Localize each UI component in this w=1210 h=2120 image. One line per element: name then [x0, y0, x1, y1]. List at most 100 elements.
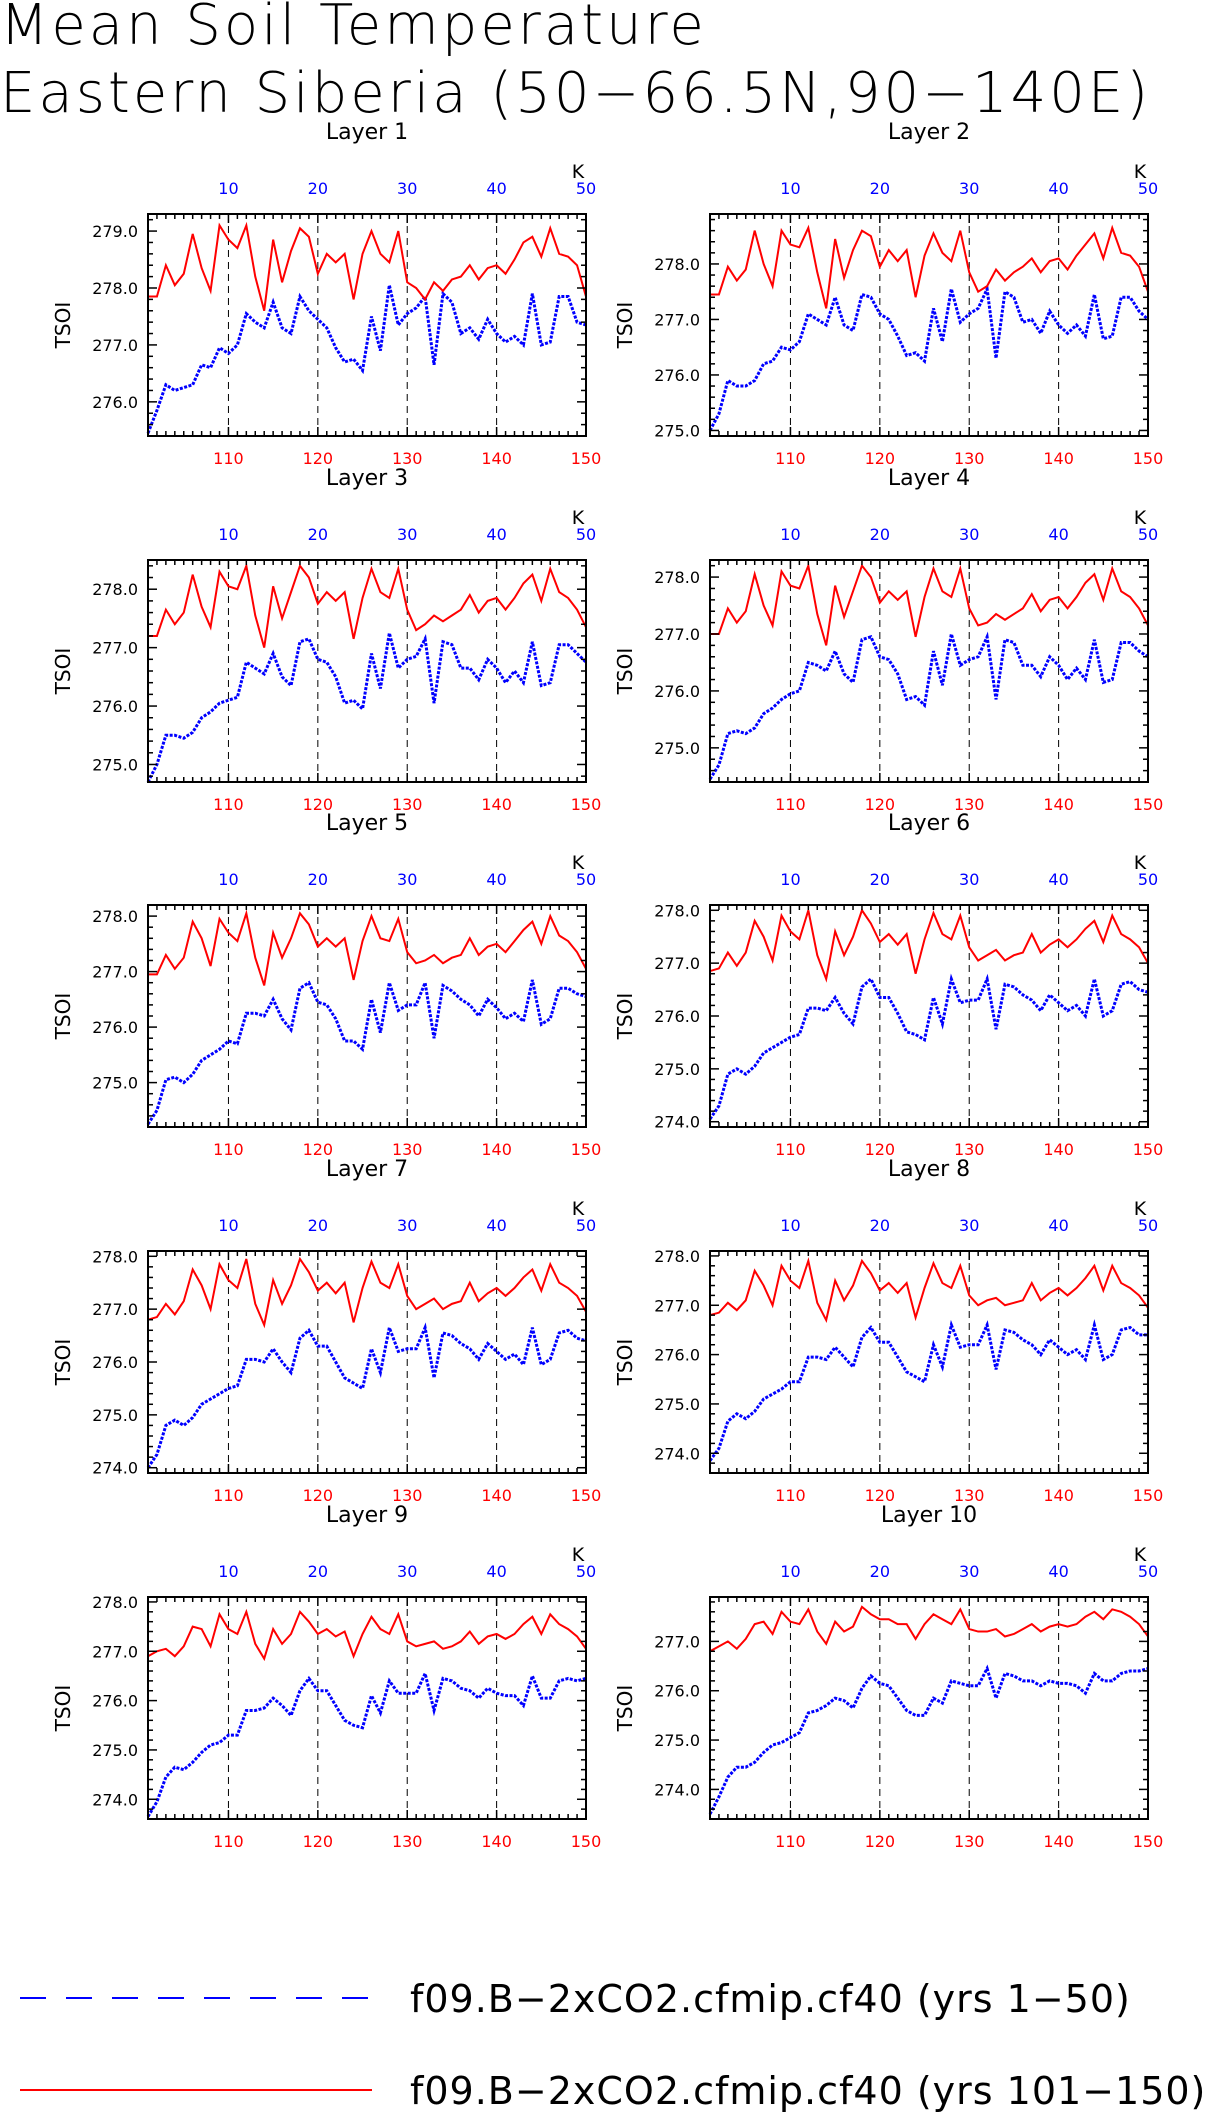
- layer-5-x-top-tick-label: 40: [486, 870, 506, 889]
- layer-7-x-bottom-tick-label: 120: [303, 1486, 334, 1505]
- layer-9-x-bottom-tick-label: 120: [303, 1832, 334, 1851]
- layer-10-x-bottom-tick-label: 140: [1043, 1832, 1074, 1851]
- layer-5-x-top-tick-label: 50: [576, 870, 596, 889]
- layer-1-x-top-tick-label: 30: [397, 179, 417, 198]
- layer-1-y-tick-label: 277.0: [92, 336, 138, 355]
- layer-4-x-bottom-tick-label: 140: [1043, 795, 1074, 814]
- layer-4-x-bottom-tick-label: 150: [1133, 795, 1164, 814]
- layer-7-title: Layer 7: [326, 1157, 408, 1182]
- layer-2-x-bottom-tick-label: 130: [954, 449, 985, 468]
- layer-7-y-tick-label: 277.0: [92, 1300, 138, 1319]
- layer-2-series-yrs-1-50: [708, 283, 1150, 432]
- layer-9-x-top-tick-label: 10: [218, 1562, 238, 1581]
- layer-8-x-bottom-tick-label: 140: [1043, 1486, 1074, 1505]
- layer-4-x-top-axis-label: K: [1134, 507, 1147, 529]
- figure-title-line-2: Eastern Siberia (50−66.5N,90−140E): [0, 61, 1151, 126]
- layer-9-x-bottom-tick-label: 110: [213, 1832, 244, 1851]
- layer-1-x-bottom-tick-label: 120: [303, 449, 334, 468]
- layer-6-x-top-tick-label: 30: [959, 870, 979, 889]
- layer-5-y-axis-label: TSOI: [51, 993, 75, 1041]
- layer-3-x-top-tick-label: 20: [308, 525, 328, 544]
- layer-5-x-top-tick-label: 20: [308, 870, 328, 889]
- layer-7-y-tick-label: 274.0: [92, 1459, 138, 1478]
- layer-3-series-yrs-101-150: [148, 562, 587, 648]
- layer-2-x-bottom-tick-label: 120: [865, 449, 896, 468]
- layer-2-x-top-axis-label: K: [1134, 161, 1147, 183]
- layer-2-panel: Layer 2 275.0 276.0 277.0 278.0 TSOI 110 120 130…: [613, 120, 1163, 468]
- layer-8-x-bottom-tick-label: 150: [1133, 1486, 1164, 1505]
- layer-2-y-tick-label: 278.0: [654, 255, 700, 274]
- layer-8-plot-frame: [709, 1250, 1149, 1474]
- layer-4-panel: Layer 4 275.0 276.0 277.0 278.0 TSOI 110 120 130…: [613, 466, 1163, 814]
- layer-1-series-yrs-1-50: [146, 284, 587, 434]
- layer-5-y-tick-label: 276.0: [92, 1018, 138, 1037]
- layer-5-y-tick-label: 278.0: [92, 907, 138, 926]
- layer-9-y-tick-label: 274.0: [92, 1790, 138, 1809]
- layer-3-x-bottom-tick-label: 130: [392, 795, 423, 814]
- layer-1-panel: Layer 1 276.0 277.0 278.0 279.0 TSOI 110 120 130…: [51, 120, 601, 468]
- layer-8-x-top-axis-label: K: [1134, 1198, 1147, 1220]
- layer-2-series-yrs-101-150: [710, 224, 1149, 309]
- layer-9-title: Layer 9: [326, 1503, 408, 1528]
- layer-10-x-bottom-tick-label: 120: [865, 1832, 896, 1851]
- layer-2-x-bottom-tick-label: 110: [775, 449, 806, 468]
- layer-10-series-yrs-1-50: [708, 1664, 1149, 1815]
- layer-8-title: Layer 8: [888, 1157, 970, 1182]
- layer-4-x-top-tick-label: 10: [780, 525, 800, 544]
- layer-6-y-axis-label: TSOI: [613, 993, 637, 1041]
- layer-2-plot-frame: [709, 213, 1149, 437]
- layer-3-y-tick-label: 278.0: [92, 580, 138, 599]
- layer-2-y-tick-label: 276.0: [654, 366, 700, 385]
- layer-6-x-bottom-tick-label: 120: [865, 1140, 896, 1159]
- layer-3-x-bottom-tick-label: 140: [481, 795, 512, 814]
- layer-5-x-bottom-tick-label: 120: [303, 1140, 334, 1159]
- layer-10-panel: Layer 10 274.0 275.0 276.0 277.0 TSOI 110 120 13…: [613, 1503, 1163, 1851]
- layer-4-x-top-tick-label: 40: [1048, 525, 1068, 544]
- layer-4-y-tick-label: 277.0: [654, 625, 700, 644]
- layer-7-x-bottom-tick-label: 110: [213, 1486, 244, 1505]
- layer-1-x-bottom-tick-label: 110: [213, 449, 244, 468]
- layer-7-x-bottom-tick-label: 150: [571, 1486, 602, 1505]
- layer-10-series-yrs-101-150: [709, 1605, 1149, 1653]
- layer-2-x-top-tick-label: 10: [780, 179, 800, 198]
- layer-5-x-bottom-tick-label: 150: [571, 1140, 602, 1159]
- layer-10-y-axis-label: TSOI: [613, 1685, 637, 1733]
- layer-8-y-tick-label: 276.0: [654, 1346, 700, 1365]
- layer-3-y-tick-label: 277.0: [92, 639, 138, 658]
- layer-5-x-bottom-tick-label: 130: [392, 1140, 423, 1159]
- layer-6-x-top-tick-label: 50: [1138, 870, 1158, 889]
- layer-7-x-top-tick-label: 10: [218, 1216, 238, 1235]
- layer-8-panel: Layer 8 274.0 275.0 276.0 277.0 278.0 TSOI 110 1…: [613, 1157, 1163, 1505]
- layer-9-x-top-tick-label: 20: [308, 1562, 328, 1581]
- layer-7-x-top-tick-label: 20: [308, 1216, 328, 1235]
- layer-7-x-bottom-tick-label: 130: [392, 1486, 423, 1505]
- layer-10-x-bottom-tick-label: 150: [1133, 1832, 1164, 1851]
- layer-10-x-bottom-tick-label: 130: [954, 1832, 985, 1851]
- layer-1-y-tick-label: 278.0: [92, 279, 138, 298]
- layer-1-plot-frame: [147, 213, 587, 437]
- layer-8-series-yrs-1-50: [708, 1319, 1148, 1462]
- layer-6-y-tick-label: 274.0: [654, 1113, 700, 1132]
- layer-8-y-tick-label: 275.0: [654, 1395, 700, 1414]
- layer-5-x-top-tick-label: 10: [218, 870, 238, 889]
- layer-9-x-top-tick-label: 30: [397, 1562, 417, 1581]
- layer-10-y-tick-label: 277.0: [654, 1632, 700, 1651]
- layer-3-x-top-axis-label: K: [572, 507, 585, 529]
- layer-7-series-yrs-1-50: [146, 1322, 587, 1469]
- layer-3-x-bottom-tick-label: 150: [571, 795, 602, 814]
- layer-4-y-tick-label: 276.0: [654, 682, 700, 701]
- layer-1-x-top-tick-label: 20: [308, 179, 328, 198]
- layer-4-x-bottom-tick-label: 110: [775, 795, 806, 814]
- layer-8-y-tick-label: 274.0: [654, 1444, 700, 1463]
- layer-3-title: Layer 3: [326, 466, 408, 491]
- layer-1-title: Layer 1: [326, 120, 408, 145]
- layer-3-plot-frame: [147, 559, 587, 783]
- layer-9-x-top-axis-label: K: [572, 1544, 585, 1566]
- layer-5-title: Layer 5: [326, 811, 408, 836]
- layer-8-y-tick-label: 278.0: [654, 1247, 700, 1266]
- layer-3-x-bottom-tick-label: 110: [213, 795, 244, 814]
- layer-6-x-bottom-tick-label: 140: [1043, 1140, 1074, 1159]
- layer-4-x-top-tick-label: 20: [870, 525, 890, 544]
- layer-4-series-yrs-101-150: [710, 562, 1149, 646]
- layer-4-y-tick-label: 278.0: [654, 568, 700, 587]
